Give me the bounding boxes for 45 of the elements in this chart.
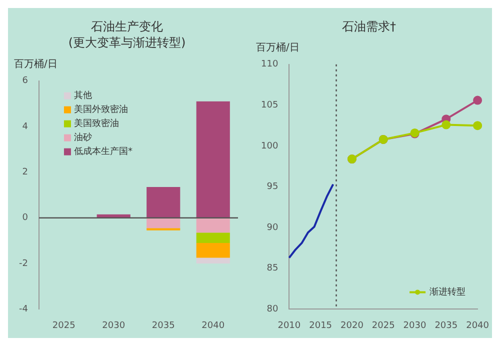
y-tick-label: 2 bbox=[22, 168, 28, 178]
x-tick-label: 2030 bbox=[403, 320, 426, 331]
chart-subtitle: (更大变革与渐进转型) bbox=[68, 36, 186, 50]
x-tick-label: 2025 bbox=[52, 320, 76, 331]
x-tick-label: 2020 bbox=[340, 320, 364, 331]
x-tick-label: 2010 bbox=[278, 320, 301, 331]
x-tick-label: 2040 bbox=[202, 320, 225, 331]
point bbox=[473, 121, 482, 130]
point bbox=[473, 96, 482, 105]
y-axis-title: 百万桶/日 bbox=[256, 41, 300, 54]
x-tick-label: 2015 bbox=[309, 320, 332, 331]
bar bbox=[196, 242, 230, 258]
y-tick-label: -4 bbox=[18, 304, 28, 315]
bar bbox=[146, 218, 180, 228]
chart-title: 石油生产变化 bbox=[91, 19, 163, 34]
point bbox=[442, 120, 451, 130]
x-tick-label: 2025 bbox=[372, 320, 395, 331]
x-tick-label: 2035 bbox=[152, 320, 175, 331]
x-tick-label: 2030 bbox=[102, 320, 126, 331]
y-tick-label: 95 bbox=[266, 182, 278, 192]
y-tick-label: -2 bbox=[18, 258, 28, 269]
legend-label: 渐进转型 bbox=[430, 286, 466, 298]
y-tick-label: 90 bbox=[266, 222, 278, 233]
y-tick-label: 85 bbox=[266, 264, 278, 274]
y-axis-title: 百万桶/日 bbox=[14, 58, 58, 70]
y-tick-label: 6 bbox=[22, 76, 28, 86]
legend-label: 油砂 bbox=[74, 132, 92, 144]
y-tick-label: 105 bbox=[260, 100, 278, 111]
bar bbox=[196, 258, 230, 264]
legend-label: 美国外致密油 bbox=[74, 104, 128, 116]
x-tick-label: 2040 bbox=[466, 320, 490, 331]
bar bbox=[196, 232, 230, 243]
chart-title: 石油需求† bbox=[342, 19, 396, 34]
y-tick-label: 0 bbox=[22, 213, 28, 224]
legend-label: 美国致密油 bbox=[74, 118, 119, 130]
y-tick-label: 110 bbox=[260, 60, 278, 70]
x-tick-label: 2035 bbox=[434, 320, 458, 331]
legend-label: 低成本生产国* bbox=[74, 146, 133, 158]
y-tick-label: 80 bbox=[266, 304, 278, 315]
bar bbox=[196, 218, 230, 233]
bar bbox=[196, 101, 230, 218]
y-tick-label: 100 bbox=[260, 141, 278, 152]
bar bbox=[146, 187, 180, 218]
legend-label: 其他 bbox=[74, 90, 92, 102]
y-tick-label: 4 bbox=[22, 122, 28, 132]
